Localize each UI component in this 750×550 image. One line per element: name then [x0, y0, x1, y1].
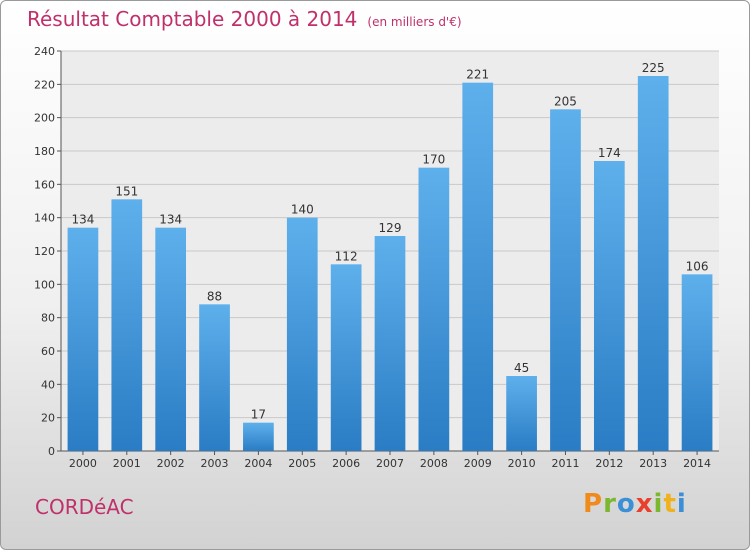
x-tick-label-2007: 2007 [376, 457, 404, 470]
x-tick-label-2000: 2000 [69, 457, 97, 470]
data-label-2007: 129 [379, 221, 402, 235]
logo-letter: t [663, 489, 677, 519]
x-tick-label-2001: 2001 [113, 457, 141, 470]
y-tick-label: 100 [34, 278, 55, 291]
y-tick-label: 20 [41, 412, 55, 425]
x-tick-label-2005: 2005 [288, 457, 316, 470]
bar-2006 [330, 264, 362, 451]
data-label-2002: 134 [159, 213, 182, 227]
data-label-2001: 151 [115, 184, 138, 198]
bar-2002 [155, 227, 187, 451]
data-label-2008: 170 [422, 153, 445, 167]
bar-2003 [199, 304, 230, 451]
x-tick-label-2012: 2012 [595, 457, 623, 470]
bar-2011 [550, 109, 581, 451]
bar-2001 [111, 199, 143, 451]
y-tick-label: 140 [34, 212, 55, 225]
logo-letter: x [635, 489, 654, 519]
chart-subtitle: (en milliers d'€) [367, 15, 462, 29]
logo-letter: i [653, 489, 664, 519]
y-tick-label: 180 [34, 145, 55, 158]
bar-2014 [681, 274, 713, 451]
x-tick-label-2008: 2008 [420, 457, 448, 470]
chart-title: Résultat Comptable 2000 à 2014 (en millie… [27, 7, 462, 31]
data-label-2013: 225 [642, 61, 665, 75]
x-tick-label-2010: 2010 [508, 457, 536, 470]
chart-title-text: Résultat Comptable 2000 à 2014 [27, 7, 358, 31]
data-label-2004: 17 [251, 408, 266, 422]
proxiti-logo: Proxiti [583, 489, 687, 519]
x-tick-label-2011: 2011 [551, 457, 579, 470]
logo-letter: P [583, 489, 604, 519]
data-label-2010: 45 [514, 361, 529, 375]
x-tick-label-2006: 2006 [332, 457, 360, 470]
x-tick-label-2009: 2009 [464, 457, 492, 470]
x-tick-label-2002: 2002 [157, 457, 185, 470]
y-tick-label: 80 [41, 312, 55, 325]
data-label-2006: 112 [335, 249, 358, 263]
bar-2000 [67, 227, 99, 451]
bar-2010 [506, 376, 537, 451]
x-tick-label-2003: 2003 [201, 457, 229, 470]
bar-2004 [243, 422, 274, 451]
y-tick-label: 0 [48, 445, 55, 458]
bar-2008 [418, 167, 450, 451]
y-tick-label: 220 [34, 78, 55, 91]
data-label-2012: 174 [598, 146, 621, 160]
data-label-2009: 221 [466, 68, 489, 82]
data-label-2003: 88 [207, 289, 222, 303]
y-tick-label: 160 [34, 178, 55, 191]
logo-letter: o [616, 489, 636, 519]
x-tick-label-2004: 2004 [244, 457, 272, 470]
data-label-2011: 205 [554, 94, 577, 108]
data-label-2005: 140 [291, 203, 314, 217]
bar-2007 [374, 236, 406, 451]
location-name: CORDéAC [35, 495, 134, 519]
logo-letter: i [676, 489, 687, 519]
y-tick-label: 200 [34, 112, 55, 125]
bar-2013 [637, 76, 669, 451]
logo-letter: r [603, 489, 617, 519]
y-tick-label: 60 [41, 345, 55, 358]
bar-2005 [286, 217, 318, 451]
data-label-2000: 134 [71, 213, 94, 227]
data-label-2014: 106 [686, 259, 709, 273]
x-tick-label-2013: 2013 [639, 457, 667, 470]
y-tick-label: 120 [34, 245, 55, 258]
bar-2012 [593, 161, 625, 451]
bar-2009 [462, 82, 494, 452]
x-tick-label-2014: 2014 [683, 457, 711, 470]
y-tick-label: 240 [34, 45, 55, 58]
y-tick-label: 40 [41, 378, 55, 391]
